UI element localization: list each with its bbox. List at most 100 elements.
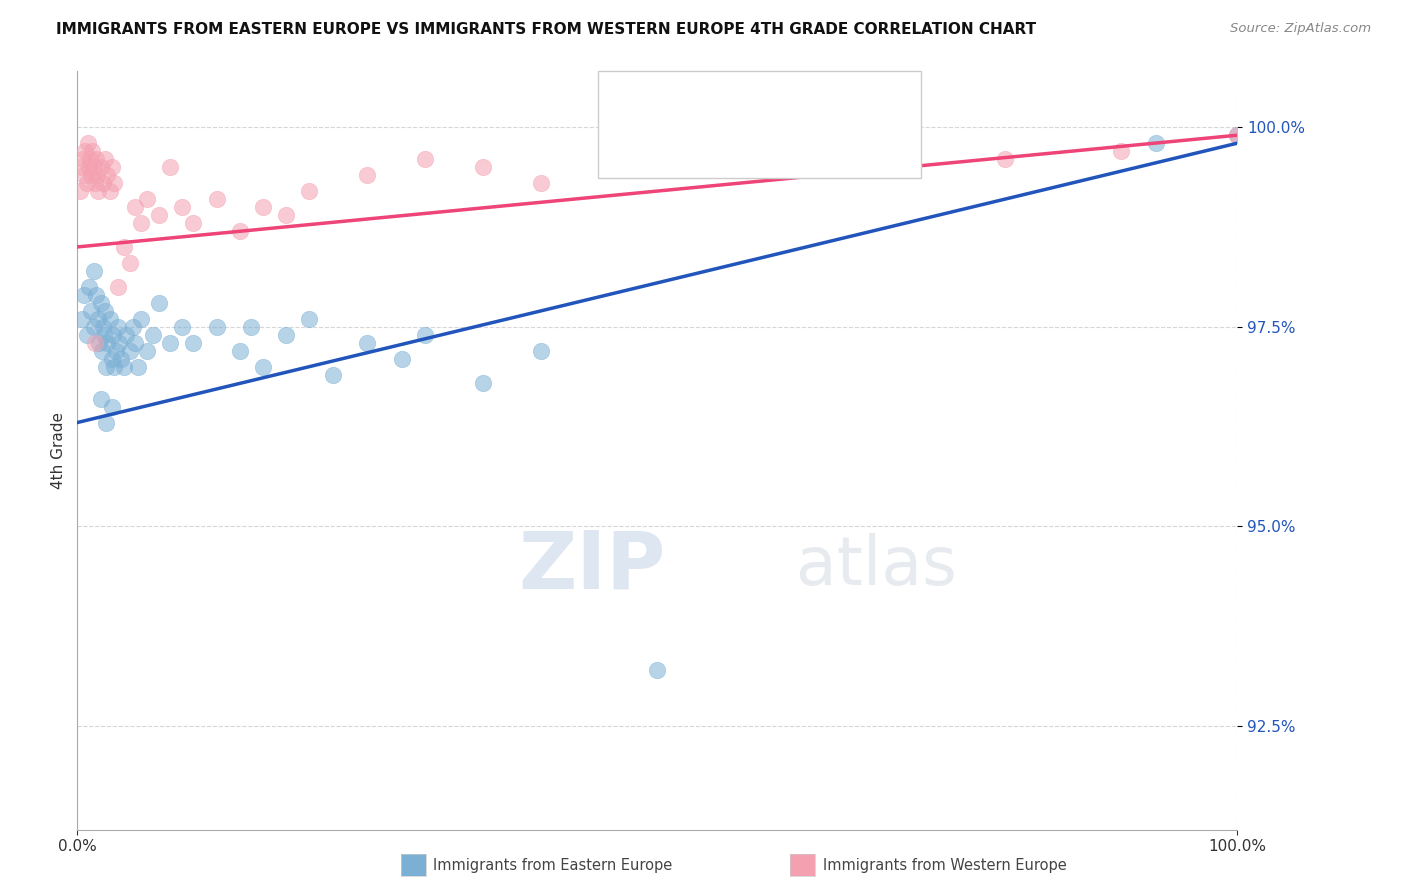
Point [73, 168, 96, 182]
Point [228, 343, 252, 358]
Point [356, 168, 378, 182]
Point [101, 400, 124, 414]
Text: IMMIGRANTS FROM EASTERN EUROPE VS IMMIGRANTS FROM WESTERN EUROPE 4TH GRADE CORRE: IMMIGRANTS FROM EASTERN EUROPE VS IMMIGR… [56, 22, 1036, 37]
Point [91, 176, 114, 190]
Point [96, 359, 118, 374]
Point [413, 327, 436, 342]
Point [76, 136, 98, 151]
Text: atlas: atlas [797, 533, 957, 599]
Point [94, 303, 117, 318]
Point [252, 200, 274, 214]
Point [90, 343, 112, 358]
Point [110, 351, 132, 366]
Point [80, 168, 103, 182]
Point [122, 319, 145, 334]
Point [83, 335, 105, 350]
Point [994, 152, 1017, 166]
Point [69, 184, 91, 198]
Point [108, 335, 131, 350]
Point [127, 359, 149, 374]
Point [101, 160, 124, 174]
Point [94, 152, 117, 166]
Point [148, 295, 170, 310]
Point [87, 311, 110, 326]
Point [1144, 136, 1167, 151]
Point [530, 176, 553, 190]
Point [1111, 144, 1133, 158]
Point [136, 192, 159, 206]
Point [90, 392, 111, 406]
Point [159, 160, 181, 174]
Point [83, 160, 105, 174]
Point [1226, 128, 1249, 143]
Point [115, 327, 138, 342]
Point [228, 224, 252, 238]
Point [1226, 128, 1249, 143]
Point [298, 311, 321, 326]
Point [472, 376, 495, 390]
Point [118, 343, 141, 358]
Point [103, 359, 125, 374]
Point [530, 343, 553, 358]
Point [205, 192, 228, 206]
Point [77, 280, 100, 294]
Point [91, 319, 114, 334]
Point [101, 351, 124, 366]
Point [647, 160, 669, 174]
Point [112, 359, 135, 374]
Point [647, 663, 669, 677]
Point [240, 319, 263, 334]
Text: Immigrants from Eastern Europe: Immigrants from Eastern Europe [433, 858, 672, 872]
Point [124, 335, 146, 350]
Point [96, 168, 118, 182]
Text: Immigrants from Western Europe: Immigrants from Western Europe [823, 858, 1066, 872]
Point [104, 343, 127, 358]
Point [96, 416, 118, 430]
Point [129, 311, 152, 326]
Point [321, 368, 344, 382]
Text: ZIP: ZIP [517, 527, 665, 605]
Point [129, 216, 152, 230]
Point [413, 152, 436, 166]
Point [90, 295, 111, 310]
Point [142, 327, 165, 342]
Point [159, 335, 181, 350]
Point [112, 240, 135, 254]
Point [762, 144, 785, 158]
Point [87, 184, 110, 198]
Point [79, 152, 101, 166]
Point [103, 176, 125, 190]
Point [86, 168, 108, 182]
Point [73, 288, 96, 302]
Point [205, 319, 228, 334]
Point [472, 160, 495, 174]
Point [89, 335, 111, 350]
Point [183, 335, 205, 350]
Point [77, 160, 100, 174]
Point [252, 359, 274, 374]
Point [83, 176, 105, 190]
Point [80, 303, 103, 318]
Y-axis label: 4th Grade: 4th Grade [51, 412, 66, 489]
Point [276, 327, 298, 342]
Point [76, 327, 98, 342]
Point [83, 319, 105, 334]
Point [98, 311, 121, 326]
Text: R = 0.333   N = 56: R = 0.333 N = 56 [657, 96, 821, 114]
Point [83, 264, 105, 278]
Point [136, 343, 159, 358]
Point [170, 319, 193, 334]
Point [69, 160, 91, 174]
Point [84, 152, 107, 166]
Point [90, 160, 111, 174]
Point [107, 319, 129, 334]
Point [84, 288, 107, 302]
Point [70, 311, 93, 326]
Point [298, 184, 321, 198]
Point [82, 144, 104, 158]
Point [877, 136, 901, 151]
Point [93, 327, 115, 342]
Point [356, 335, 378, 350]
Point [107, 280, 129, 294]
Text: R = 0.476   N = 49: R = 0.476 N = 49 [657, 132, 821, 150]
